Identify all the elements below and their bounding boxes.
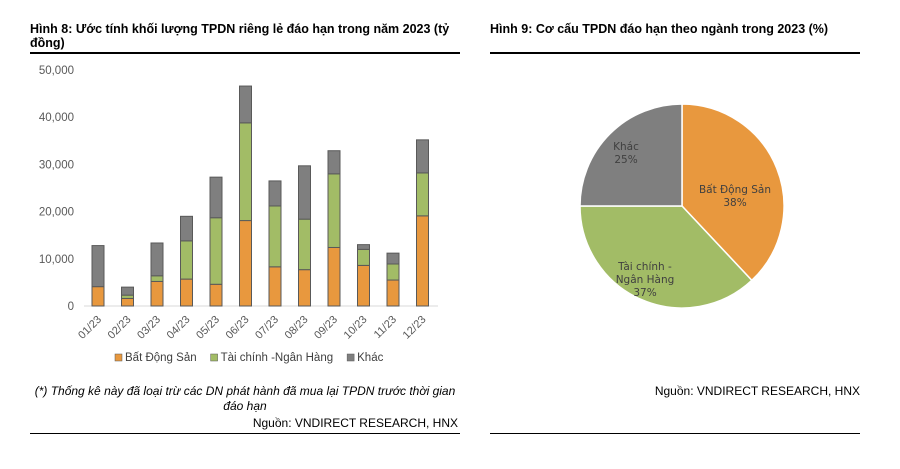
x-tick-label: 02/23 bbox=[106, 314, 134, 342]
bar-segment bbox=[357, 244, 370, 250]
bottom-rule bbox=[30, 433, 460, 434]
legend-swatch bbox=[114, 353, 123, 362]
bar-source: Nguồn: VNDIRECT RESEARCH, HNX bbox=[252, 416, 458, 430]
footnote: (*) Thống kê này đã loại trừ các DN phát… bbox=[34, 384, 456, 413]
y-tick-label: 30,000 bbox=[39, 159, 74, 171]
pie-slice bbox=[579, 205, 753, 309]
bar-segment bbox=[150, 275, 164, 282]
bar-segment bbox=[209, 176, 223, 219]
bar-segment bbox=[209, 283, 223, 307]
bar-segment bbox=[268, 180, 282, 207]
bar-segment bbox=[386, 263, 400, 281]
bar-segment bbox=[327, 246, 341, 307]
bar-segment bbox=[121, 297, 134, 307]
slice-label: Ngân Hàng bbox=[616, 274, 675, 286]
x-tick-label: 11/23 bbox=[372, 314, 399, 341]
legend-label: Bất Động Sản bbox=[125, 352, 197, 364]
bar-segment bbox=[327, 173, 341, 248]
x-tick-label: 08/23 bbox=[283, 314, 311, 342]
title-rule bbox=[30, 52, 460, 54]
bar-segment bbox=[180, 215, 193, 242]
x-tick-label: 04/23 bbox=[165, 314, 193, 342]
slice-label: Khác bbox=[613, 141, 639, 153]
x-tick-label: 07/23 bbox=[253, 314, 281, 342]
bar-segment bbox=[357, 264, 370, 307]
slice-percent: 37% bbox=[633, 287, 656, 299]
legend-label: Khác bbox=[357, 352, 383, 364]
bar-segment bbox=[239, 220, 252, 307]
y-tick-label: 0 bbox=[68, 301, 74, 313]
x-tick-label: 05/23 bbox=[194, 314, 222, 342]
bar-segment bbox=[298, 165, 311, 220]
bar-segment bbox=[327, 150, 341, 175]
bar-segment bbox=[386, 252, 400, 265]
bar-segment bbox=[416, 139, 429, 174]
bar-segment bbox=[268, 266, 282, 307]
bottom-rule bbox=[490, 433, 860, 434]
bar-segment bbox=[121, 286, 134, 296]
bar-chart-title: Hình 8: Ước tính khối lượng TPDN riêng l… bbox=[30, 22, 450, 50]
legend-swatch bbox=[210, 353, 218, 362]
y-tick-label: 50,000 bbox=[39, 65, 74, 77]
x-tick-label: 03/23 bbox=[135, 314, 163, 342]
slice-label: Bất Động Sản bbox=[699, 184, 771, 196]
pie-slice bbox=[681, 103, 785, 282]
bar-segment bbox=[91, 245, 105, 288]
bar-segment bbox=[239, 122, 252, 222]
bar-segment bbox=[416, 215, 429, 307]
bar-segment bbox=[180, 240, 193, 280]
y-tick-label: 40,000 bbox=[39, 112, 74, 124]
bar-segment bbox=[416, 172, 429, 217]
slice-percent: 25% bbox=[614, 154, 637, 166]
bar-segment bbox=[298, 269, 311, 307]
legend-label: Tài chính -Ngân Hàng bbox=[221, 352, 334, 364]
legend-swatch bbox=[346, 353, 355, 362]
bar-segment bbox=[91, 286, 105, 307]
y-tick-label: 20,000 bbox=[39, 207, 74, 219]
bar-segment bbox=[150, 242, 164, 277]
bar-segment bbox=[268, 205, 282, 268]
pie-source: Nguồn: VNDIRECT RESEARCH, HNX bbox=[654, 384, 860, 398]
bar-segment bbox=[357, 248, 370, 266]
bar-segment bbox=[298, 218, 311, 271]
x-tick-label: 09/23 bbox=[312, 314, 340, 342]
bar-segment bbox=[209, 217, 223, 285]
pie-slice bbox=[579, 103, 683, 207]
slice-label: Tài chính - bbox=[617, 261, 672, 273]
x-tick-label: 01/23 bbox=[76, 314, 104, 342]
title-rule bbox=[490, 52, 860, 54]
y-tick-label: 10,000 bbox=[39, 254, 74, 266]
bar-segment bbox=[180, 278, 193, 307]
x-tick-label: 10/23 bbox=[342, 314, 370, 342]
x-tick-label: 06/23 bbox=[224, 314, 252, 342]
bar-segment bbox=[239, 85, 252, 124]
x-tick-label: 12/23 bbox=[401, 314, 429, 342]
pie-chart-title: Hình 9: Cơ cấu TPDN đáo hạn theo ngành t… bbox=[490, 22, 829, 36]
bar-segment bbox=[150, 280, 164, 307]
slice-percent: 38% bbox=[723, 197, 746, 209]
bar-segment bbox=[386, 279, 400, 307]
